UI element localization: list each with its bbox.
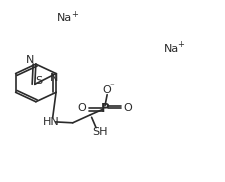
Text: ⁻: ⁻	[110, 82, 115, 92]
Text: N: N	[50, 73, 59, 83]
Text: O: O	[124, 104, 132, 113]
Text: SH: SH	[93, 127, 108, 137]
Text: +: +	[71, 10, 78, 19]
Text: Na: Na	[164, 44, 179, 54]
Text: N: N	[26, 55, 34, 65]
Text: S: S	[35, 76, 42, 86]
Text: +: +	[178, 40, 184, 49]
Text: HN: HN	[43, 117, 60, 127]
Text: P: P	[101, 102, 109, 115]
Text: O: O	[103, 85, 112, 95]
Text: Na: Na	[57, 13, 72, 23]
Text: O: O	[78, 104, 86, 113]
